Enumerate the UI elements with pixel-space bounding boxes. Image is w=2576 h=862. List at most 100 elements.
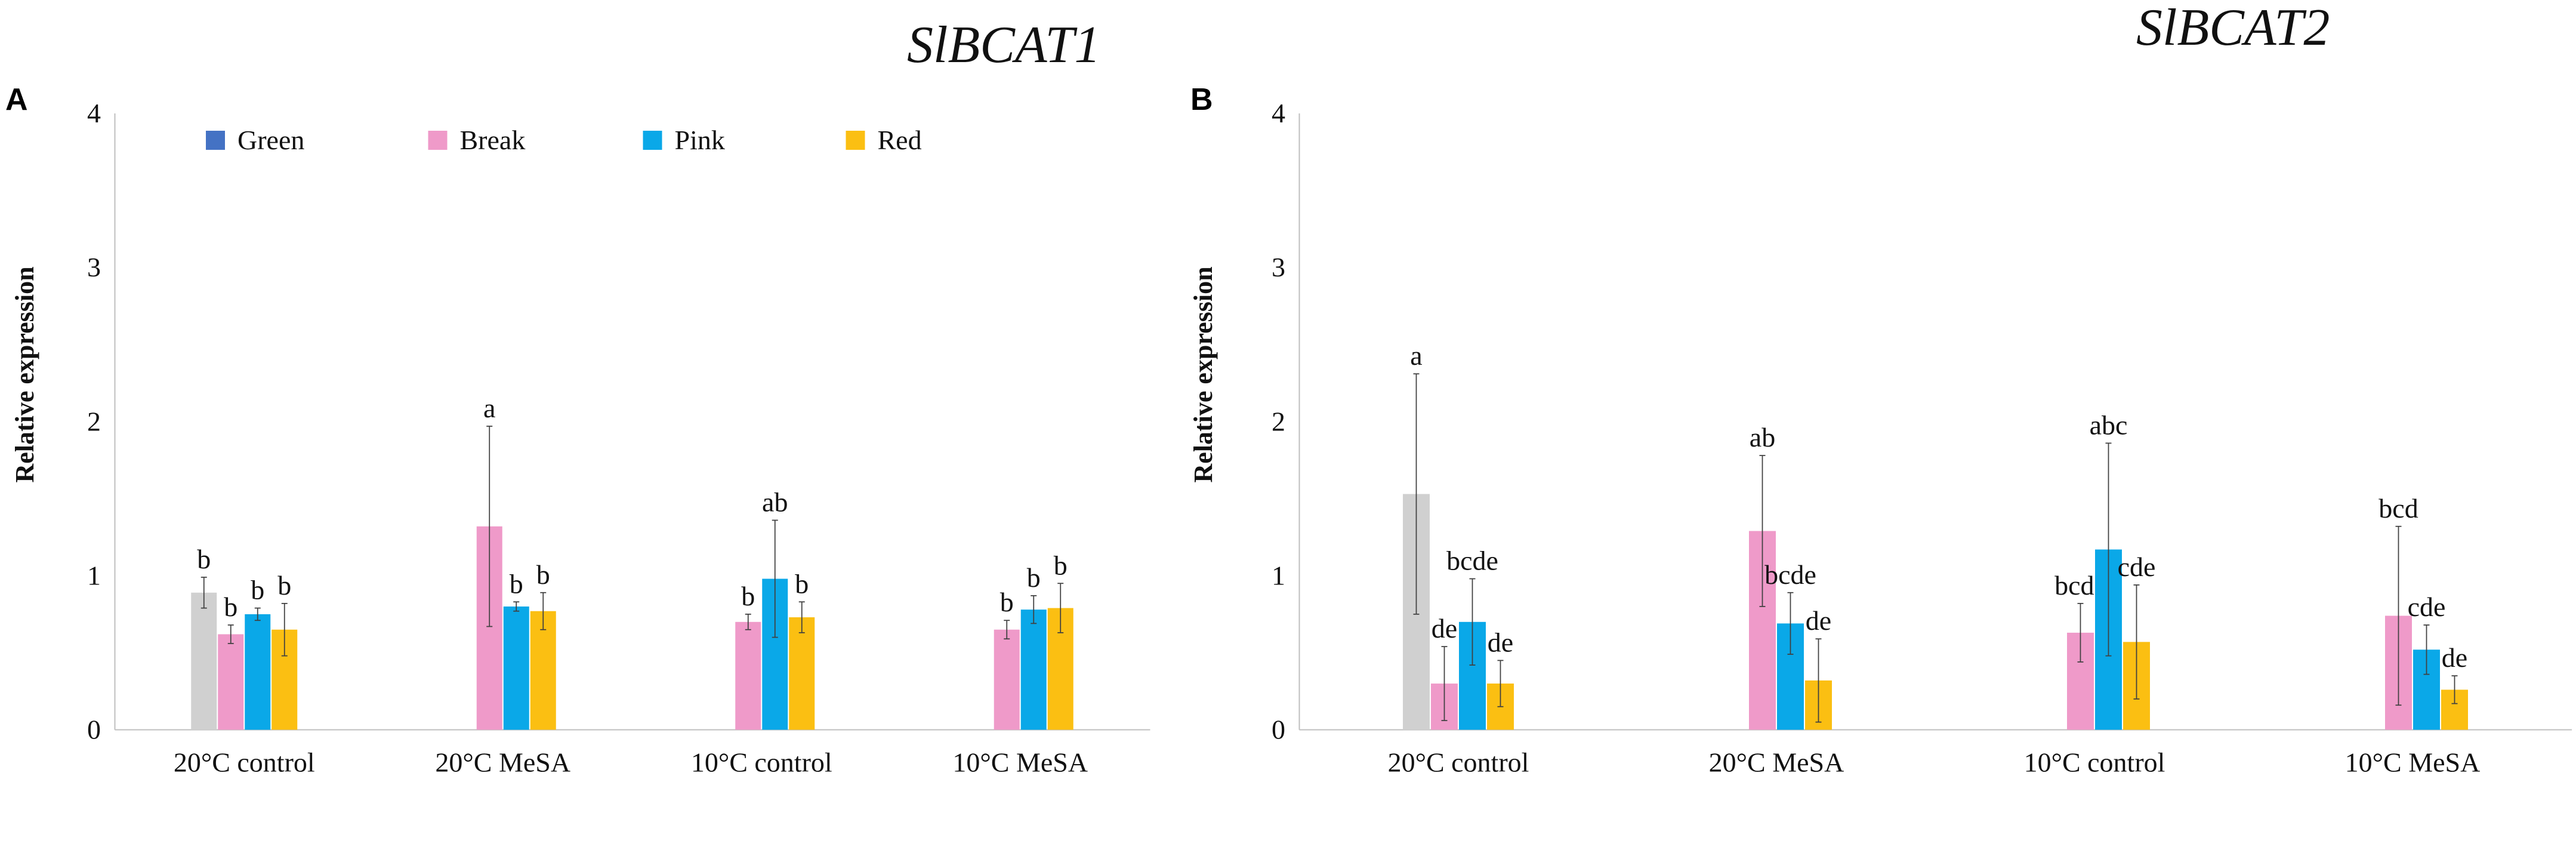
panel-b-errorbar-break-1 <box>1441 646 1448 721</box>
panel-b-category-labels: 20°C control 20°C MeSA 10°C control 10°C Me… <box>1388 747 2481 778</box>
panel-a-errorbar-break-4 <box>1004 620 1010 640</box>
panel-b-ytick-label: 2 <box>1272 406 1285 436</box>
panel-a-sig-label-pink-2: b <box>510 568 523 599</box>
panel-a-bar-pink-4 <box>1020 609 1047 730</box>
panel-a-bar-green-1 <box>191 592 217 730</box>
panel-b-ytick-label: 1 <box>1272 560 1285 590</box>
panel-b-errorbar-break-3 <box>2077 602 2084 663</box>
legend-swatch-green <box>206 131 225 150</box>
panel-b-sig-label-pink-2: bcde <box>1764 559 1816 590</box>
panel-a-ytick-label: 2 <box>87 406 101 436</box>
panel-b-errorbar-red-2 <box>1815 638 1822 723</box>
panel-b-ytick-label: 4 <box>1272 98 1285 128</box>
panel-b-category-label: 10°C control <box>2024 747 2165 778</box>
legend-label-pink: Pink <box>675 125 725 155</box>
legend-swatch-break <box>428 131 448 150</box>
panel-b-y-ticks: 0 1 2 3 4 <box>1272 98 1285 745</box>
panel-a-errorbar-pink-4 <box>1031 595 1037 624</box>
panel-a-sig-label-break-3: b <box>741 581 755 611</box>
panel-a-category-label: 20°C control <box>174 747 315 778</box>
panel-a-bar-red-2 <box>530 611 556 730</box>
panel-a-errorbar-pink-1 <box>254 607 261 621</box>
panel-a-errorbar-break-1 <box>227 624 234 644</box>
panel-a-ytick-label: 0 <box>87 715 101 745</box>
panel-b-sig-label-pink-1: bcde <box>1446 546 1498 576</box>
panel-a-errorbar-break-2 <box>486 426 493 627</box>
panel-a-sig-label-break-1: b <box>224 592 237 622</box>
panel-a-sig-label-pink-4: b <box>1027 562 1041 593</box>
panel-b-errorbar-red-4 <box>2451 675 2458 704</box>
panel-b-sig-label-break-1: de <box>1432 613 1457 644</box>
panel-a-bar-pink-1 <box>245 614 271 730</box>
legend-label-break: Break <box>460 125 526 155</box>
panel-a-errorbar-pink-2 <box>513 601 520 612</box>
panel-b-errorbar-green-1 <box>1413 373 1420 615</box>
panel-b-errorbar-pink-1 <box>1469 578 1476 666</box>
legend-swatch-pink <box>643 131 662 150</box>
panel-b-errorbar-pink-4 <box>2423 624 2430 675</box>
panel-a-category-labels: 20°C control 20°C MeSA 10°C control 10°C Me… <box>174 747 1088 778</box>
panel-a-y-ticks: 0 1 2 3 4 <box>87 98 101 745</box>
panel-a-ytick-label: 3 <box>87 252 101 282</box>
panel-a-sig-label-red-3: b <box>795 568 809 599</box>
panel-b-errorbar-pink-3 <box>2105 442 2112 657</box>
panel-b-category-label: 10°C MeSA <box>2345 747 2481 778</box>
panel-a-sig-label-break-2: a <box>483 393 495 423</box>
panel-a-sig-label-red-1: b <box>277 570 291 601</box>
panel-b-sig-label-green-1: a <box>1410 340 1422 371</box>
panel-a-errorbar-pink-3 <box>772 519 778 638</box>
panel-a-errorbar-green-1 <box>200 577 207 609</box>
panel-b-sig-label-break-2: ab <box>1750 422 1775 452</box>
panel-a-bar-break-1 <box>218 634 244 730</box>
panel-a-letter: A <box>5 82 28 117</box>
panel-a-bar-break-4 <box>994 629 1020 730</box>
panel-b-errorbar-break-4 <box>2395 525 2402 706</box>
panel-b-title: SlBCAT2 <box>2136 0 2330 57</box>
panel-a-errorbar-red-4 <box>1057 583 1064 633</box>
panel-a-ytick-label: 1 <box>87 560 101 590</box>
panel-b-sig-label-pink-4: cde <box>2408 592 2446 622</box>
legend: Green Break Pink Red <box>206 125 922 155</box>
panel-a-sig-label-break-4: b <box>1000 587 1014 617</box>
panel-b-sig-label-red-1: de <box>1488 627 1513 657</box>
panel-a-sig-label-red-4: b <box>1054 550 1068 580</box>
panel-b-sig-label-break-4: bcd <box>2378 493 2418 524</box>
panel-b-sig-label-red-4: de <box>2442 642 2467 673</box>
panel-b-category-label: 20°C control <box>1388 747 1529 778</box>
panel-b: B SlBCAT2 Relative expression 0 1 2 3 4 a de b… <box>1189 0 2572 778</box>
panel-a-title: SlBCAT1 <box>907 16 1100 74</box>
panel-a-bar-break-3 <box>735 621 761 730</box>
panel-a-errorbar-break-3 <box>745 614 751 630</box>
panel-b-ytick-label: 0 <box>1272 715 1285 745</box>
panel-b-sig-label-red-2: de <box>1806 605 1831 636</box>
panel-a-bar-pink-2 <box>503 607 529 730</box>
panel-a-bar-red-3 <box>789 617 815 730</box>
panel-b-sig-label-pink-3: abc <box>2090 410 2128 440</box>
panel-a-errorbar-red-2 <box>540 592 547 630</box>
legend-swatch-red <box>846 131 865 150</box>
panel-b-errorbar-pink-2 <box>1787 592 1794 655</box>
panel-b-ylabel: Relative expression <box>1189 266 1218 482</box>
panel-a-sig-label-pink-1: b <box>251 575 264 605</box>
panel-a-category-label: 10°C control <box>691 747 832 778</box>
panel-a-category-label: 10°C MeSA <box>952 747 1088 778</box>
panel-b-errorbar-red-1 <box>1497 660 1504 707</box>
panel-a-sig-label-red-2: b <box>536 559 550 590</box>
panel-a-ylabel: Relative expression <box>10 266 39 482</box>
legend-label-red: Red <box>878 125 922 155</box>
panel-b-errorbar-red-3 <box>2133 584 2140 700</box>
panel-a-errorbar-red-3 <box>798 601 805 633</box>
panel-b-ytick-label: 3 <box>1272 252 1285 282</box>
panel-a-errorbar-red-1 <box>281 602 288 657</box>
panel-b-category-label: 20°C MeSA <box>1709 747 1844 778</box>
panel-a-sig-label-green-1: b <box>197 544 211 574</box>
panel-a-sig-label-pink-3: ab <box>762 487 788 517</box>
legend-label-green: Green <box>237 125 304 155</box>
panel-b-sig-label-red-3: cde <box>2118 552 2156 582</box>
panel-b-errorbar-break-2 <box>1759 455 1766 607</box>
panel-a-category-label: 20°C MeSA <box>435 747 570 778</box>
